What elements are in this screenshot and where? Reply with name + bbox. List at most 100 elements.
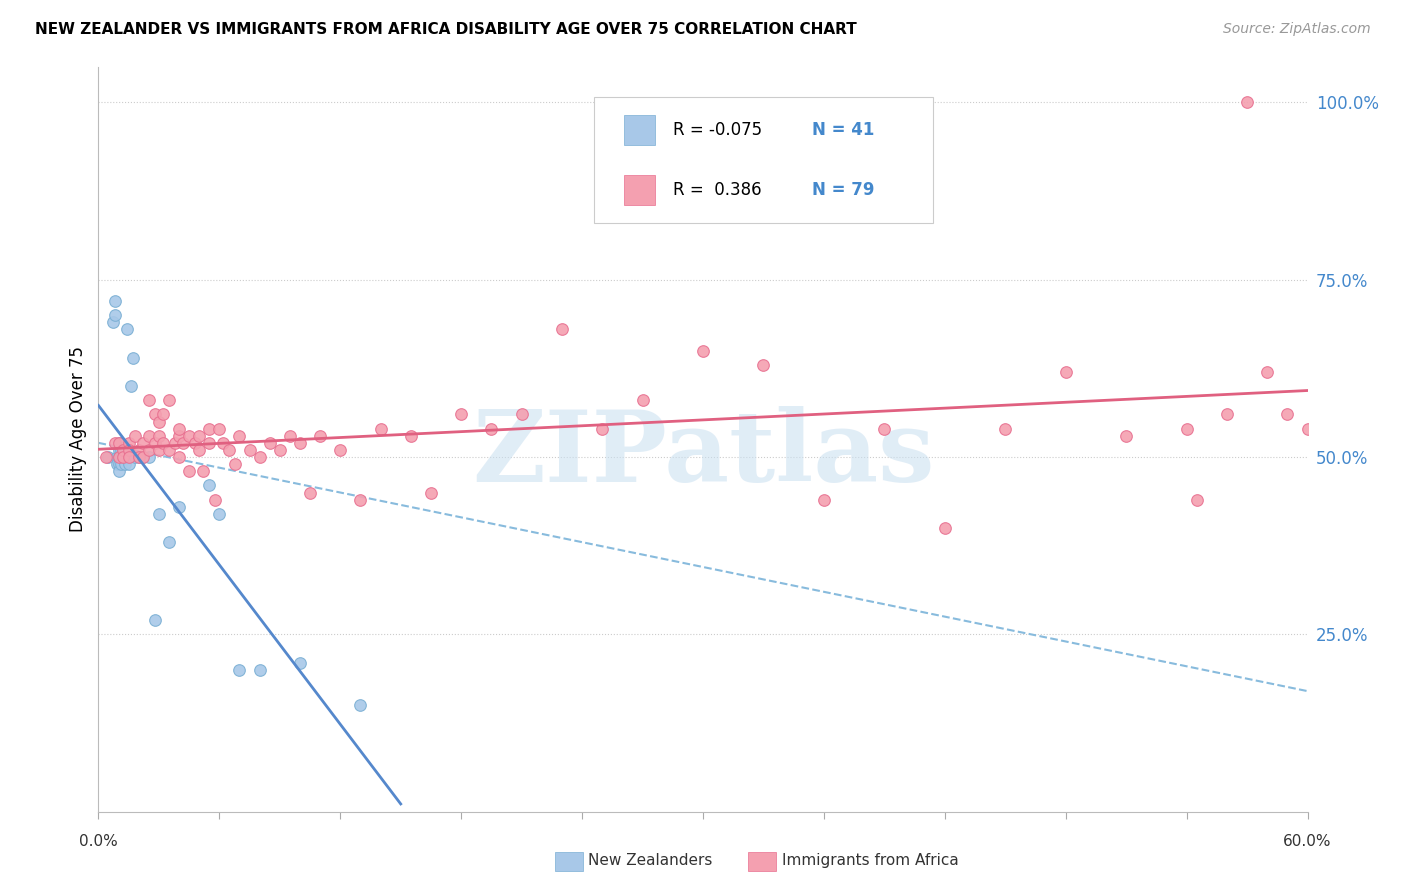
Point (1175, 422, 1198, 436)
Point (1277, 408, 1299, 422)
Point (157, 393, 180, 408)
Point (118, 435, 141, 450)
Point (198, 435, 221, 450)
Point (143, 408, 166, 422)
Point (110, 442, 132, 457)
Point (631, 393, 654, 408)
Point (1296, 422, 1319, 436)
Point (105, 450, 128, 464)
Text: New Zealanders: New Zealanders (588, 854, 711, 868)
Point (692, 343, 714, 358)
Point (752, 358, 775, 372)
FancyBboxPatch shape (624, 115, 655, 145)
Point (1115, 429, 1137, 443)
Point (299, 485, 322, 500)
Point (198, 478, 221, 492)
Point (128, 450, 150, 464)
Point (188, 442, 211, 457)
Point (143, 613, 166, 627)
Point (107, 435, 129, 450)
Point (163, 435, 186, 450)
Point (481, 422, 503, 436)
Text: NEW ZEALANDER VS IMMIGRANTS FROM AFRICA DISABILITY AGE OVER 75 CORRELATION CHART: NEW ZEALANDER VS IMMIGRANTS FROM AFRICA … (35, 22, 856, 37)
Point (208, 507, 231, 521)
Point (111, 442, 134, 457)
Point (309, 429, 332, 443)
Point (118, 457, 141, 471)
Point (103, 293, 125, 308)
Text: N = 41: N = 41 (811, 121, 875, 139)
Point (111, 450, 134, 464)
Point (143, 435, 166, 450)
Text: ZIPatlas: ZIPatlas (472, 406, 934, 503)
Point (148, 415, 170, 429)
Point (218, 442, 240, 457)
Point (179, 429, 201, 443)
Point (110, 450, 132, 464)
Point (148, 442, 170, 457)
Point (1236, 95, 1258, 110)
Point (128, 442, 150, 457)
Point (111, 450, 134, 464)
Point (107, 450, 129, 464)
Point (157, 442, 180, 457)
Point (107, 464, 129, 478)
Text: Immigrants from Africa: Immigrants from Africa (782, 854, 959, 868)
Point (105, 457, 128, 471)
Point (114, 450, 136, 464)
Point (152, 408, 174, 422)
Point (188, 429, 211, 443)
Point (167, 429, 190, 443)
Point (138, 442, 160, 457)
Point (167, 450, 190, 464)
Point (179, 464, 201, 478)
Point (1185, 492, 1208, 507)
FancyBboxPatch shape (595, 96, 932, 223)
Point (118, 450, 141, 464)
Point (510, 408, 533, 422)
Point (370, 422, 392, 436)
Point (249, 663, 271, 677)
Text: R =  0.386: R = 0.386 (673, 181, 762, 199)
Point (132, 450, 155, 464)
Point (97, 450, 120, 464)
Point (450, 408, 472, 422)
FancyBboxPatch shape (624, 175, 655, 204)
Point (208, 422, 231, 436)
Point (157, 535, 180, 549)
Point (124, 429, 146, 443)
Point (198, 422, 221, 436)
Point (103, 308, 125, 322)
Point (399, 429, 422, 443)
Point (107, 435, 129, 450)
Point (124, 450, 146, 464)
Point (132, 435, 155, 450)
Point (1216, 408, 1239, 422)
Text: N = 79: N = 79 (811, 181, 875, 199)
Point (167, 500, 190, 514)
Point (288, 435, 311, 450)
Point (228, 663, 250, 677)
Point (107, 450, 129, 464)
Point (111, 450, 134, 464)
Point (107, 457, 129, 471)
Point (118, 442, 141, 457)
Point (212, 435, 235, 450)
Point (138, 429, 160, 443)
Point (193, 464, 215, 478)
Text: 0.0%: 0.0% (79, 834, 118, 848)
Point (239, 442, 262, 457)
Point (103, 435, 125, 450)
Point (591, 422, 613, 436)
Point (138, 450, 160, 464)
Point (152, 435, 174, 450)
Point (172, 435, 194, 450)
Text: R = -0.075: R = -0.075 (673, 121, 762, 139)
Point (934, 521, 956, 535)
Point (420, 485, 443, 500)
Point (167, 422, 190, 436)
Point (288, 656, 311, 670)
Point (278, 429, 301, 443)
Point (148, 429, 170, 443)
Point (148, 507, 170, 521)
